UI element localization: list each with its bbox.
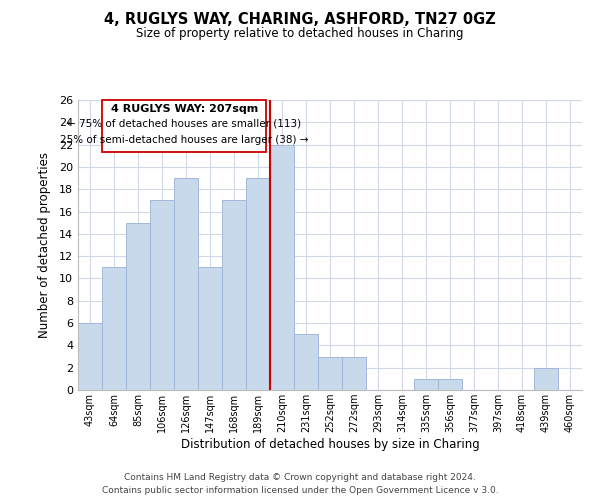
X-axis label: Distribution of detached houses by size in Charing: Distribution of detached houses by size … [181,438,479,451]
Bar [78,323,102,390]
Text: Contains public sector information licensed under the Open Government Licence v : Contains public sector information licen… [101,486,499,495]
Bar [222,200,246,390]
Text: 4 RUGLYS WAY: 207sqm: 4 RUGLYS WAY: 207sqm [110,104,258,115]
Text: ← 75% of detached houses are smaller (113): ← 75% of detached houses are smaller (11… [67,119,301,129]
Bar [126,222,150,390]
FancyBboxPatch shape [102,100,266,152]
Bar [438,379,462,390]
Bar [198,268,222,390]
Bar [246,178,270,390]
Y-axis label: Number of detached properties: Number of detached properties [38,152,50,338]
Bar [414,379,438,390]
Text: 4, RUGLYS WAY, CHARING, ASHFORD, TN27 0GZ: 4, RUGLYS WAY, CHARING, ASHFORD, TN27 0G… [104,12,496,28]
Bar [102,268,126,390]
Text: Size of property relative to detached houses in Charing: Size of property relative to detached ho… [136,28,464,40]
Bar [270,144,294,390]
Text: Contains HM Land Registry data © Crown copyright and database right 2024.: Contains HM Land Registry data © Crown c… [124,474,476,482]
Bar [294,334,318,390]
Text: 25% of semi-detached houses are larger (38) →: 25% of semi-detached houses are larger (… [60,134,308,144]
Bar [534,368,558,390]
Bar [342,356,366,390]
Bar [150,200,174,390]
Bar [318,356,342,390]
Bar [174,178,198,390]
